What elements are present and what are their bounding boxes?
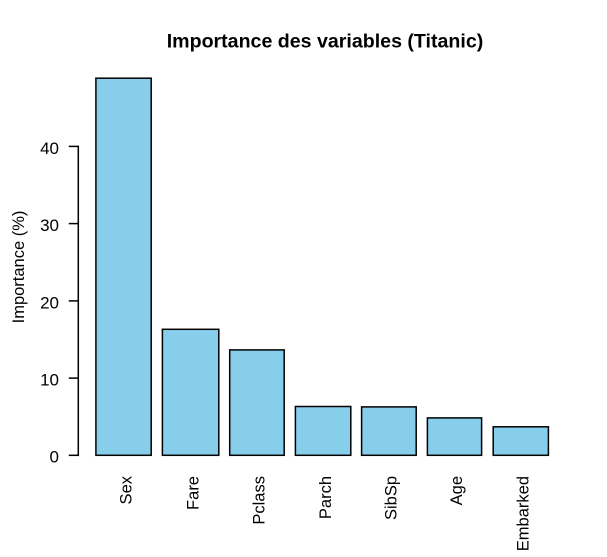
svg-text:30: 30 xyxy=(40,216,59,235)
svg-text:20: 20 xyxy=(40,293,59,312)
svg-text:0: 0 xyxy=(50,448,59,467)
svg-text:SibSp: SibSp xyxy=(383,476,401,520)
svg-text:Sex: Sex xyxy=(117,475,135,504)
svg-text:10: 10 xyxy=(40,371,59,390)
svg-text:Age: Age xyxy=(448,476,466,505)
svg-text:Pclass: Pclass xyxy=(251,476,269,525)
svg-text:Importance (%): Importance (%) xyxy=(10,211,28,324)
svg-text:Embarked: Embarked xyxy=(515,476,533,551)
svg-text:Importance des variables (Tita: Importance des variables (Titanic) xyxy=(167,31,484,53)
svg-text:40: 40 xyxy=(40,139,59,158)
svg-text:Parch: Parch xyxy=(317,476,335,519)
svg-text:Fare: Fare xyxy=(184,476,202,510)
